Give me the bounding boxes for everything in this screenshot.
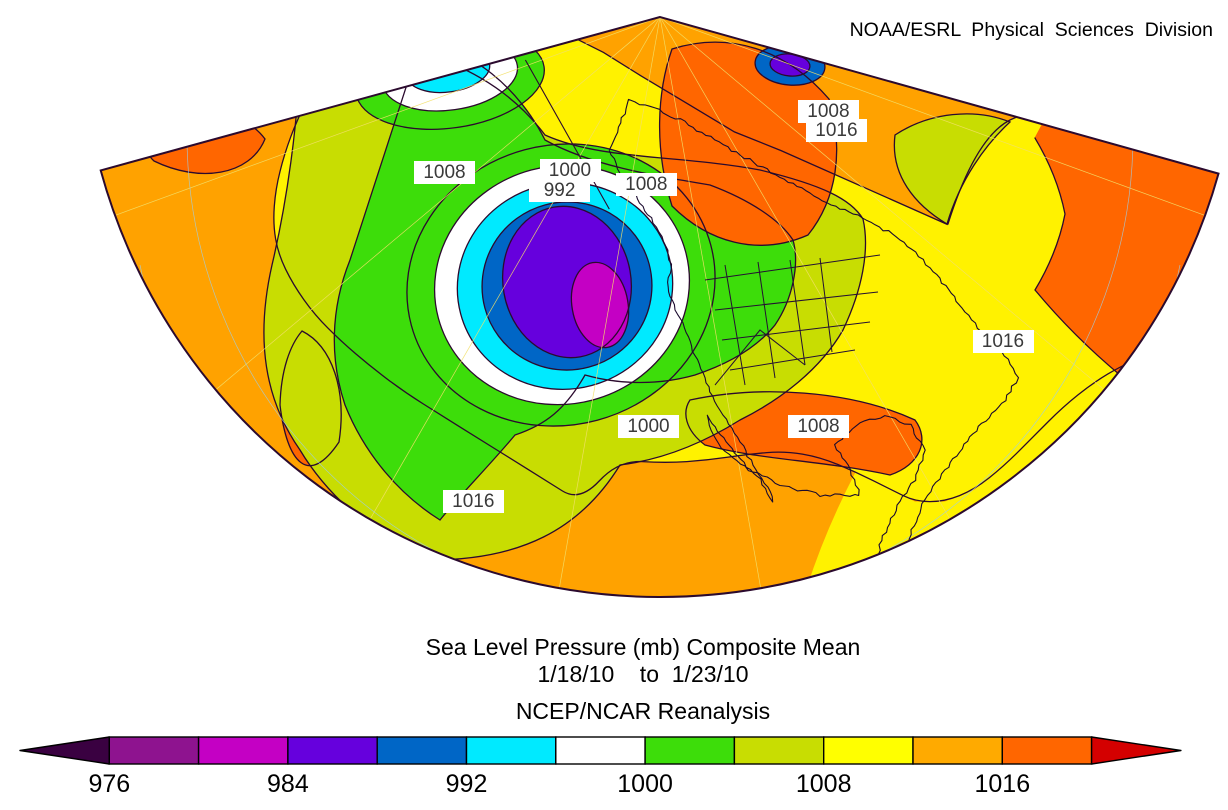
svg-text:1008: 1008	[423, 162, 465, 183]
svg-text:Sea Level Pressure (mb) Compos: Sea Level Pressure (mb) Composite Mean	[426, 634, 861, 660]
svg-text:1000: 1000	[627, 416, 669, 437]
svg-text:1008: 1008	[625, 174, 667, 195]
svg-text:1016: 1016	[815, 120, 857, 141]
svg-text:1008: 1008	[797, 416, 839, 437]
svg-text:1016: 1016	[452, 491, 494, 512]
svg-text:NOAA/ESRL Physical Sciences: NOAA/ESRL Physical Sciences Division	[850, 19, 1213, 41]
svg-text:992: 992	[446, 770, 488, 798]
svg-text:984: 984	[267, 770, 309, 798]
svg-text:1008: 1008	[796, 770, 852, 798]
svg-text:1000: 1000	[549, 160, 591, 181]
svg-text:992: 992	[544, 180, 576, 201]
svg-text:976: 976	[88, 770, 130, 798]
svg-text:1016: 1016	[982, 331, 1024, 352]
svg-text:1000: 1000	[617, 770, 673, 798]
svg-text:1/18/10 to 1/23/10: 1/18/10 to 1/23/10	[538, 661, 749, 687]
svg-text:1016: 1016	[974, 770, 1030, 798]
svg-text:NCEP/NCAR Reanalysis: NCEP/NCAR Reanalysis	[516, 698, 770, 724]
svg-text:1008: 1008	[807, 101, 849, 122]
